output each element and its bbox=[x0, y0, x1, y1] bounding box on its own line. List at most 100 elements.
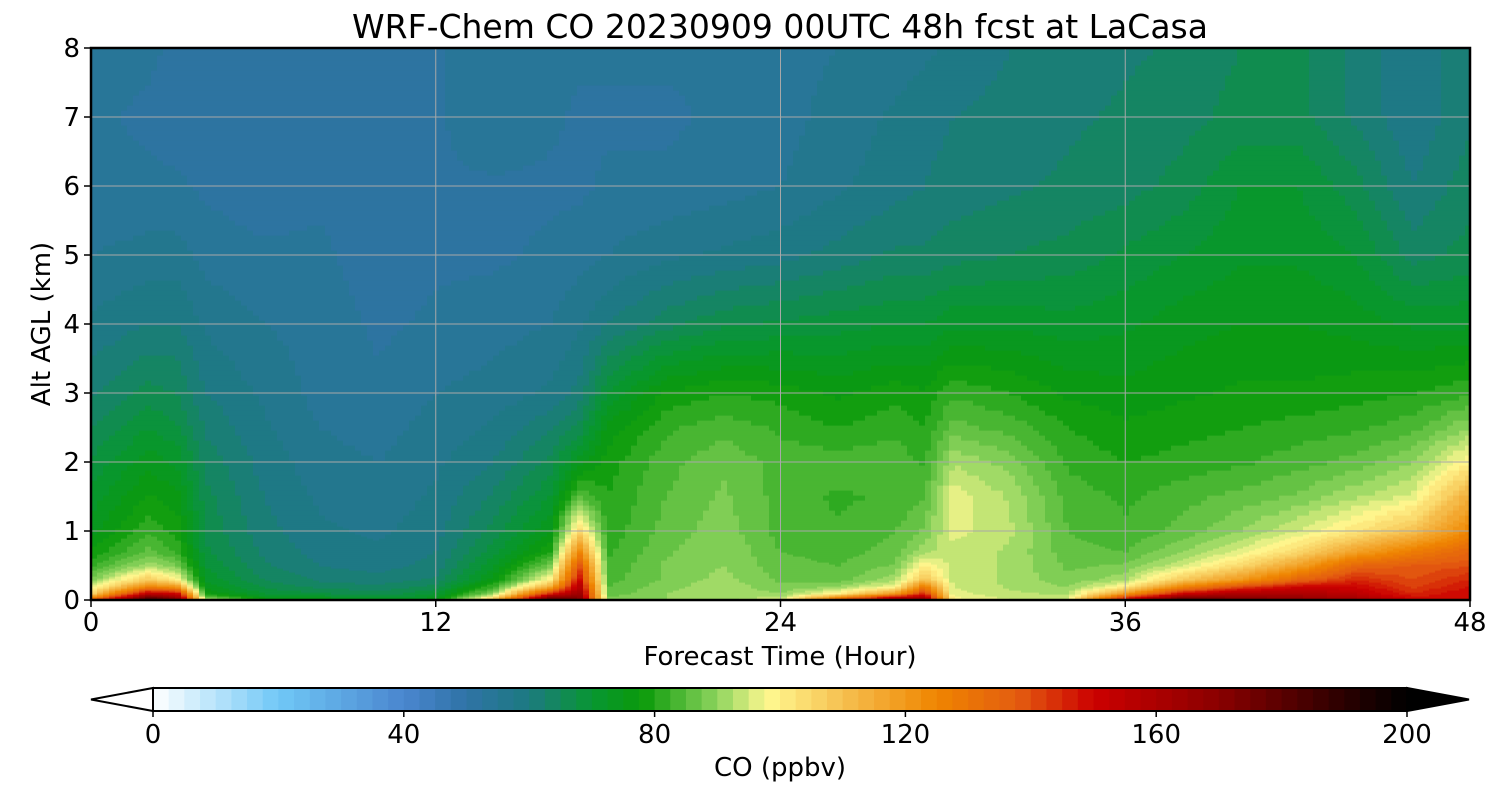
heatmap-cell bbox=[205, 554, 212, 557]
heatmap-cell bbox=[241, 65, 248, 71]
heatmap-cell bbox=[187, 596, 194, 599]
heatmap-cell bbox=[259, 440, 266, 446]
heatmap-cell bbox=[169, 50, 176, 56]
heatmap-cell bbox=[295, 80, 302, 86]
heatmap-cell bbox=[199, 520, 206, 523]
heatmap-cell bbox=[115, 245, 122, 251]
heatmap-cell bbox=[181, 445, 188, 451]
heatmap-cell bbox=[205, 546, 212, 549]
heatmap-cell bbox=[193, 335, 200, 341]
heatmap-cell bbox=[193, 240, 200, 246]
heatmap-cell bbox=[253, 564, 260, 567]
heatmap-cell bbox=[211, 95, 218, 101]
heatmap-cell bbox=[295, 185, 302, 191]
heatmap-cell bbox=[229, 500, 236, 506]
heatmap-cell bbox=[109, 215, 116, 221]
heatmap-cell bbox=[217, 370, 224, 376]
heatmap-cell bbox=[307, 280, 314, 286]
heatmap-cell bbox=[271, 385, 278, 391]
heatmap-cell bbox=[91, 155, 98, 161]
heatmap-cell bbox=[205, 245, 212, 251]
heatmap-cell bbox=[205, 584, 212, 587]
heatmap-cell bbox=[289, 568, 296, 571]
heatmap-cell bbox=[295, 240, 302, 246]
heatmap-cell bbox=[169, 534, 176, 537]
heatmap-cell bbox=[301, 584, 308, 587]
heatmap-cell bbox=[151, 215, 158, 221]
heatmap-cell bbox=[133, 556, 140, 559]
heatmap-cell bbox=[103, 100, 110, 106]
heatmap-cell bbox=[139, 592, 146, 595]
heatmap-cell bbox=[157, 568, 164, 571]
heatmap-cell bbox=[259, 594, 266, 597]
heatmap-cell bbox=[277, 340, 284, 346]
heatmap-cell bbox=[241, 572, 248, 575]
heatmap-cell bbox=[217, 130, 224, 136]
heatmap-cell bbox=[265, 285, 272, 291]
heatmap-cell bbox=[133, 548, 140, 551]
heatmap-cell bbox=[193, 80, 200, 86]
heatmap-cell bbox=[229, 295, 236, 301]
heatmap-cell bbox=[127, 590, 134, 593]
heatmap-cell bbox=[193, 594, 200, 597]
heatmap-cell bbox=[235, 568, 242, 571]
heatmap-cell bbox=[223, 455, 230, 461]
heatmap-cell bbox=[307, 210, 314, 216]
heatmap-cell bbox=[193, 542, 200, 545]
heatmap-cell bbox=[157, 534, 164, 537]
heatmap-cell bbox=[121, 340, 128, 346]
heatmap-cell bbox=[145, 568, 152, 571]
heatmap-cell bbox=[139, 335, 146, 341]
heatmap-cell bbox=[265, 215, 272, 221]
heatmap-cell bbox=[259, 215, 266, 221]
heatmap-cell bbox=[253, 310, 260, 316]
heatmap-cell bbox=[205, 548, 212, 551]
heatmap-cell bbox=[223, 355, 230, 361]
heatmap-cell bbox=[103, 150, 110, 156]
heatmap-cell bbox=[193, 140, 200, 146]
heatmap-cell bbox=[307, 532, 314, 535]
heatmap-cell bbox=[295, 85, 302, 91]
heatmap-cell bbox=[127, 534, 134, 537]
heatmap-cell bbox=[211, 180, 218, 186]
heatmap-cell bbox=[259, 540, 266, 543]
heatmap-cell bbox=[295, 490, 302, 496]
heatmap-cell bbox=[121, 120, 128, 126]
heatmap-cell bbox=[277, 310, 284, 316]
heatmap-cell bbox=[247, 534, 254, 537]
heatmap-cell bbox=[127, 435, 134, 441]
heatmap-cell bbox=[121, 175, 128, 181]
heatmap-cell bbox=[181, 90, 188, 96]
heatmap-cell bbox=[295, 465, 302, 471]
heatmap-cell bbox=[289, 335, 296, 341]
heatmap-cell bbox=[145, 546, 152, 549]
heatmap-cell bbox=[259, 265, 266, 271]
heatmap-cell bbox=[235, 340, 242, 346]
heatmap-cell bbox=[109, 495, 116, 501]
heatmap-cell bbox=[139, 360, 146, 366]
heatmap-cell bbox=[271, 375, 278, 381]
heatmap-cell bbox=[187, 405, 194, 411]
heatmap-cell bbox=[295, 125, 302, 131]
heatmap-cell bbox=[163, 554, 170, 557]
heatmap-cell bbox=[265, 80, 272, 86]
heatmap-cell bbox=[91, 130, 98, 136]
heatmap-cell bbox=[97, 522, 104, 525]
heatmap-cell bbox=[295, 430, 302, 436]
heatmap-cell bbox=[259, 180, 266, 186]
heatmap-cell bbox=[241, 505, 248, 511]
heatmap-cell bbox=[133, 48, 140, 51]
heatmap-cell bbox=[103, 596, 110, 599]
heatmap-cell bbox=[223, 510, 230, 516]
heatmap-cell bbox=[295, 225, 302, 231]
heatmap-cell bbox=[307, 175, 314, 181]
heatmap-cell bbox=[133, 490, 140, 496]
heatmap-cell bbox=[145, 375, 152, 381]
heatmap-cell bbox=[151, 590, 158, 593]
heatmap-cell bbox=[169, 165, 176, 171]
heatmap-cell bbox=[145, 538, 152, 541]
heatmap-cell bbox=[283, 590, 290, 593]
heatmap-cell bbox=[223, 305, 230, 311]
heatmap-cell bbox=[289, 75, 296, 81]
heatmap-cell bbox=[289, 445, 296, 451]
